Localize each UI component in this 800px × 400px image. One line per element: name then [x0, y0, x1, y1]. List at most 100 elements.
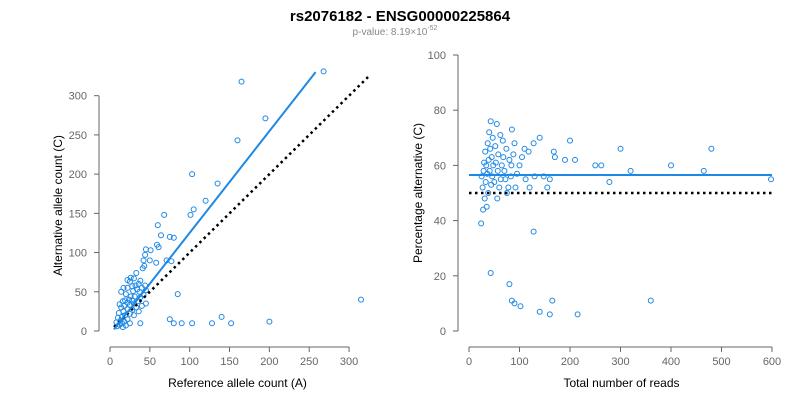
data-point — [511, 300, 518, 307]
data-point — [497, 176, 504, 183]
data-point — [508, 162, 515, 169]
data-point — [536, 134, 543, 141]
data-point — [138, 302, 145, 309]
data-point — [126, 278, 133, 285]
data-point — [551, 154, 558, 161]
data-point — [122, 322, 129, 329]
data-point — [234, 137, 241, 144]
data-point — [499, 137, 506, 144]
data-point — [488, 154, 495, 161]
data-point — [511, 140, 518, 147]
data-point — [136, 288, 143, 295]
data-point — [178, 320, 185, 327]
data-point — [668, 162, 674, 169]
data-point — [494, 167, 501, 174]
data-point — [517, 303, 524, 310]
x-tick-label: 600 — [763, 356, 781, 368]
chart-title: rs2076182 - ENSG00000225864 — [290, 8, 511, 25]
x-tick-label: 500 — [712, 356, 730, 368]
data-point — [488, 181, 495, 188]
data-point — [496, 184, 503, 191]
y-tick-label: 100 — [69, 248, 87, 260]
data-point — [617, 145, 624, 152]
fit-line — [113, 71, 317, 331]
data-point — [129, 297, 136, 304]
data-point — [530, 140, 537, 147]
data-point — [137, 320, 144, 327]
data-point — [606, 179, 613, 185]
data-point — [358, 296, 364, 303]
data-point — [540, 173, 547, 180]
data-point — [153, 259, 160, 266]
data-point — [562, 156, 568, 163]
data-point — [146, 257, 153, 264]
data-point — [228, 320, 235, 327]
data-point — [174, 291, 181, 298]
p-value-text: p-value: 8.19×10 — [353, 27, 428, 38]
data-point — [170, 234, 177, 241]
data-point — [190, 206, 197, 213]
data-point — [708, 145, 715, 152]
data-point — [266, 318, 273, 325]
data-point — [487, 270, 494, 276]
data-point — [154, 222, 161, 229]
data-point — [483, 203, 490, 210]
x-tick-label: 100 — [510, 356, 528, 368]
data-point — [479, 184, 486, 191]
data-point — [516, 162, 523, 169]
data-point — [133, 270, 140, 276]
data-point — [487, 145, 494, 152]
data-point — [129, 283, 136, 290]
data-point — [478, 173, 485, 180]
data-point — [124, 284, 131, 291]
data-point — [489, 134, 496, 141]
data-point — [531, 173, 538, 180]
data-point — [489, 173, 496, 180]
data-point — [506, 156, 513, 163]
panel-allele-counts: 0 50 100 150 200 250 300 Reference allele count… — [51, 68, 370, 390]
x-tick-label: 50 — [144, 356, 156, 368]
x-tick-label: 200 — [561, 356, 579, 368]
data-point — [491, 179, 498, 185]
data-point — [170, 320, 177, 327]
data-point — [503, 145, 510, 152]
data-point — [130, 288, 137, 294]
data-point — [506, 281, 513, 288]
data-point — [209, 320, 215, 327]
data-point — [514, 170, 520, 177]
data-point — [497, 132, 504, 138]
data-point — [481, 195, 488, 202]
data-point — [480, 206, 487, 213]
x-tick-label: 300 — [611, 356, 629, 368]
data-point — [490, 162, 497, 169]
data-point — [505, 184, 512, 191]
data-point — [135, 280, 142, 287]
data-point — [592, 162, 599, 169]
data-point — [166, 316, 173, 323]
x-tick-label: 300 — [340, 356, 358, 368]
y-tick-label: 0 — [81, 326, 87, 338]
data-point — [135, 308, 142, 315]
data-point — [130, 312, 137, 319]
y-axis-title: Alternative allele count (C) — [51, 135, 65, 276]
data-point — [480, 167, 487, 174]
data-point — [484, 170, 491, 177]
x-tick-label: 150 — [220, 356, 238, 368]
data-point — [494, 195, 501, 202]
data-point — [189, 320, 196, 327]
data-point — [522, 176, 529, 183]
p-value-exponent: -52 — [427, 25, 437, 32]
y-tick-label: 60 — [434, 160, 446, 172]
data-point — [118, 288, 125, 295]
data-point — [238, 78, 245, 85]
data-point — [202, 197, 209, 204]
data-point — [126, 296, 133, 303]
data-point — [485, 190, 492, 196]
data-point — [320, 68, 327, 75]
data-point — [142, 246, 149, 253]
data-point — [768, 176, 774, 183]
data-point — [501, 167, 508, 174]
data-point — [492, 143, 499, 150]
data-point — [519, 154, 525, 161]
